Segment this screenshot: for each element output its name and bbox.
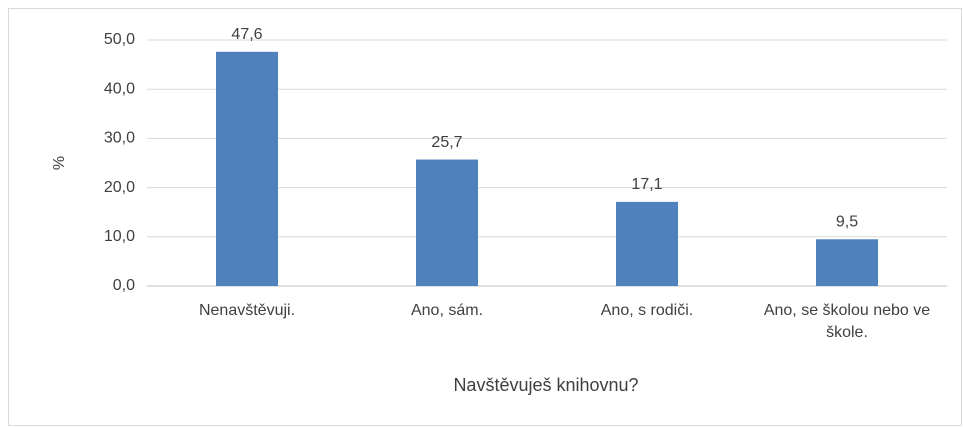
y-tick-label: 20,0 [104, 179, 135, 196]
bar [816, 239, 878, 286]
data-label: 25,7 [431, 134, 462, 151]
y-tick-label: 40,0 [104, 80, 135, 97]
x-tick-label-box: Ano, s rodiči. [600, 302, 694, 319]
x-axis-label: Navštěvuješ knihovnu? [453, 375, 638, 395]
bar [416, 159, 478, 286]
x-tick-label: Nenavštěvuji. [198, 302, 296, 319]
y-tick-label: 30,0 [104, 130, 135, 147]
y-tick-label: 50,0 [104, 31, 135, 48]
data-label: 47,6 [231, 26, 262, 43]
x-tick-label: Ano, se školou nebo ve škole. [763, 302, 931, 341]
x-tick-label: Ano, s rodiči. [600, 302, 694, 319]
x-tick-label-box: Ano, sám. [410, 302, 484, 319]
y-tick-label: 10,0 [104, 228, 135, 245]
x-tick-label: Ano, sám. [410, 302, 484, 319]
bar [216, 51, 278, 286]
bar [616, 201, 678, 286]
y-axis-label: % [51, 156, 68, 170]
y-tick-label: 0,0 [113, 277, 135, 294]
x-tick-label-box: Ano, se školou nebo ve škole. [763, 302, 931, 341]
chart-border [8, 8, 962, 426]
x-tick-label-box: Nenavštěvuji. [198, 302, 296, 319]
data-label: 9,5 [836, 213, 858, 230]
data-label: 17,1 [631, 176, 662, 193]
